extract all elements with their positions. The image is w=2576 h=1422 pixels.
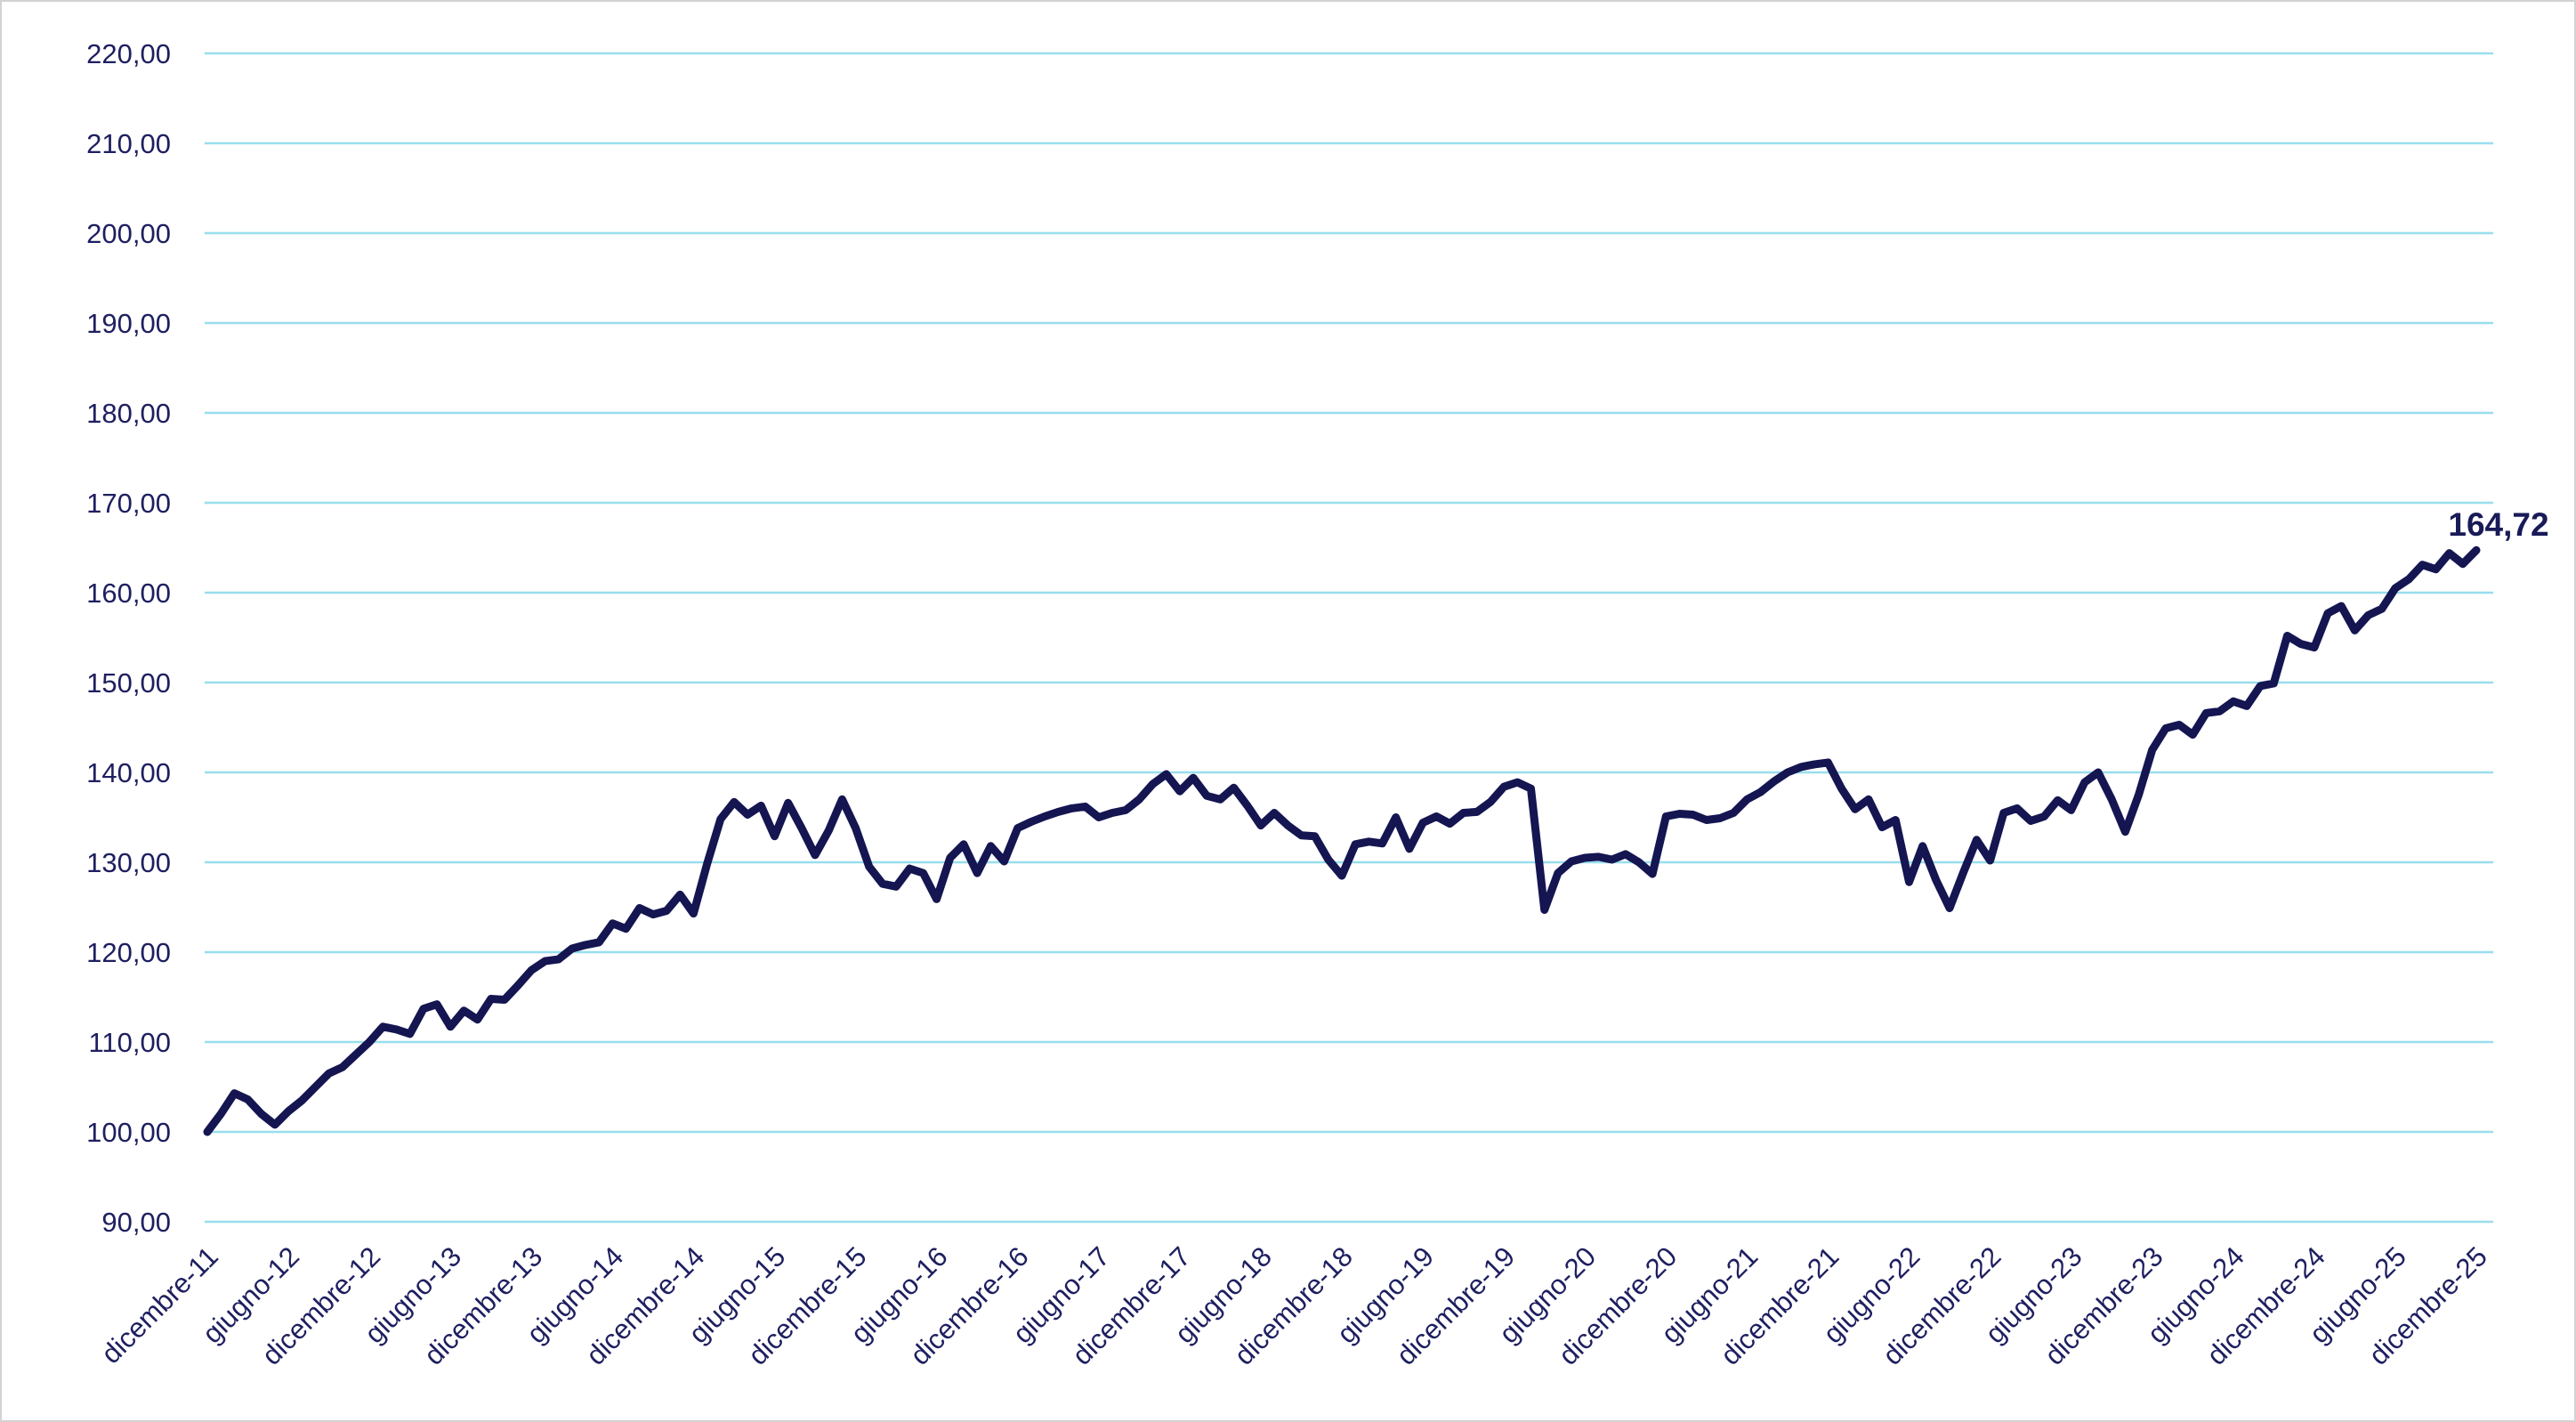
end-value-label: 164,72	[2448, 506, 2548, 543]
y-tick-label: 150,00	[86, 667, 171, 699]
y-tick-label: 170,00	[86, 488, 171, 519]
y-tick-label: 220,00	[86, 38, 171, 69]
y-tick-label: 160,00	[86, 578, 171, 609]
x-tick-label: dicembre-11	[95, 1240, 224, 1369]
y-tick-label: 120,00	[86, 937, 171, 968]
y-tick-label: 110,00	[88, 1027, 171, 1058]
y-tick-label: 180,00	[86, 398, 171, 429]
y-tick-label: 90,00	[101, 1207, 171, 1238]
y-tick-label: 100,00	[86, 1117, 171, 1148]
chart-plot-area: 220,00 210,00 200,00 190,00 180,00 170,00 160,…	[86, 38, 2493, 1371]
y-tick-label: 140,00	[86, 757, 171, 788]
y-tick-label: 200,00	[86, 218, 171, 249]
y-tick-label: 210,00	[86, 128, 171, 159]
y-tick-label: 190,00	[86, 308, 171, 339]
y-tick-label: 130,00	[86, 847, 171, 878]
series-line	[203, 545, 2481, 1136]
